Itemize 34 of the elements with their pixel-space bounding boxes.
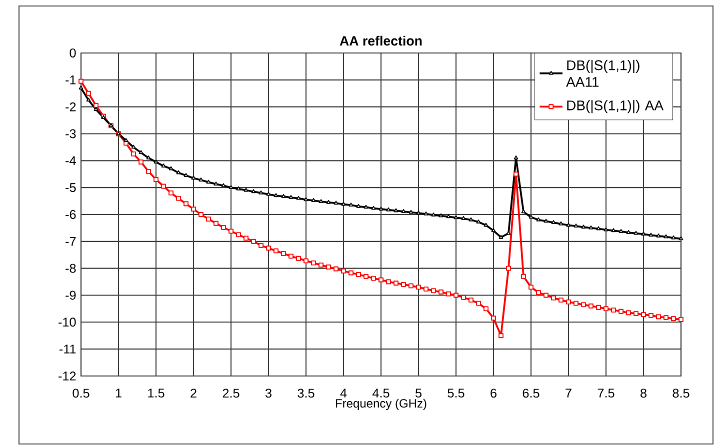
x-tick-label: 2 xyxy=(190,388,196,398)
x-tick-label: 3 xyxy=(265,388,272,398)
x-tick-label: 5 xyxy=(415,388,422,398)
x-tick-label: 4 xyxy=(340,388,347,398)
y-tick-label: -1 xyxy=(66,76,76,84)
y-tick-label: -12 xyxy=(58,372,76,381)
x-tick-label: 3.5 xyxy=(298,388,314,398)
x-tick-label: 1 xyxy=(116,388,122,398)
y-tick-label: -8 xyxy=(66,264,76,274)
chart-title: AA reflection xyxy=(340,36,422,46)
y-tick-label: -11 xyxy=(59,344,76,354)
x-tick-label: 2.5 xyxy=(222,388,240,398)
x-tick-label: 6 xyxy=(490,388,496,398)
legend-label: DB(|S(1,1)|) AA11 xyxy=(566,60,640,87)
legend-label: DB(|S(1,1)|) AA xyxy=(567,100,664,114)
x-tick-label: 7.5 xyxy=(598,388,614,398)
y-tick-label: -10 xyxy=(58,318,76,327)
y-tick-label: -3 xyxy=(66,129,76,138)
x-tick-label: 8 xyxy=(640,388,646,398)
y-tick-label: -6 xyxy=(66,210,76,220)
y-tick-label: -9 xyxy=(66,290,76,300)
x-tick-label: 1.5 xyxy=(148,388,164,398)
y-tick-label: -5 xyxy=(66,183,76,192)
y-tick-label: -4 xyxy=(66,156,76,166)
x-axis-title: Frequency (GHz) xyxy=(336,399,426,410)
x-tick-label: 7 xyxy=(566,388,572,398)
y-tick-label: 0 xyxy=(70,48,76,58)
x-tick-label: 5.5 xyxy=(448,388,464,398)
y-tick-label: -7 xyxy=(66,237,76,246)
x-tick-label: 0.5 xyxy=(72,388,90,398)
x-tick-label: 8.5 xyxy=(672,388,690,398)
x-tick-label: 4.5 xyxy=(372,388,390,398)
x-tick-label: 6.5 xyxy=(522,388,540,398)
y-tick-label: -2 xyxy=(66,102,76,112)
